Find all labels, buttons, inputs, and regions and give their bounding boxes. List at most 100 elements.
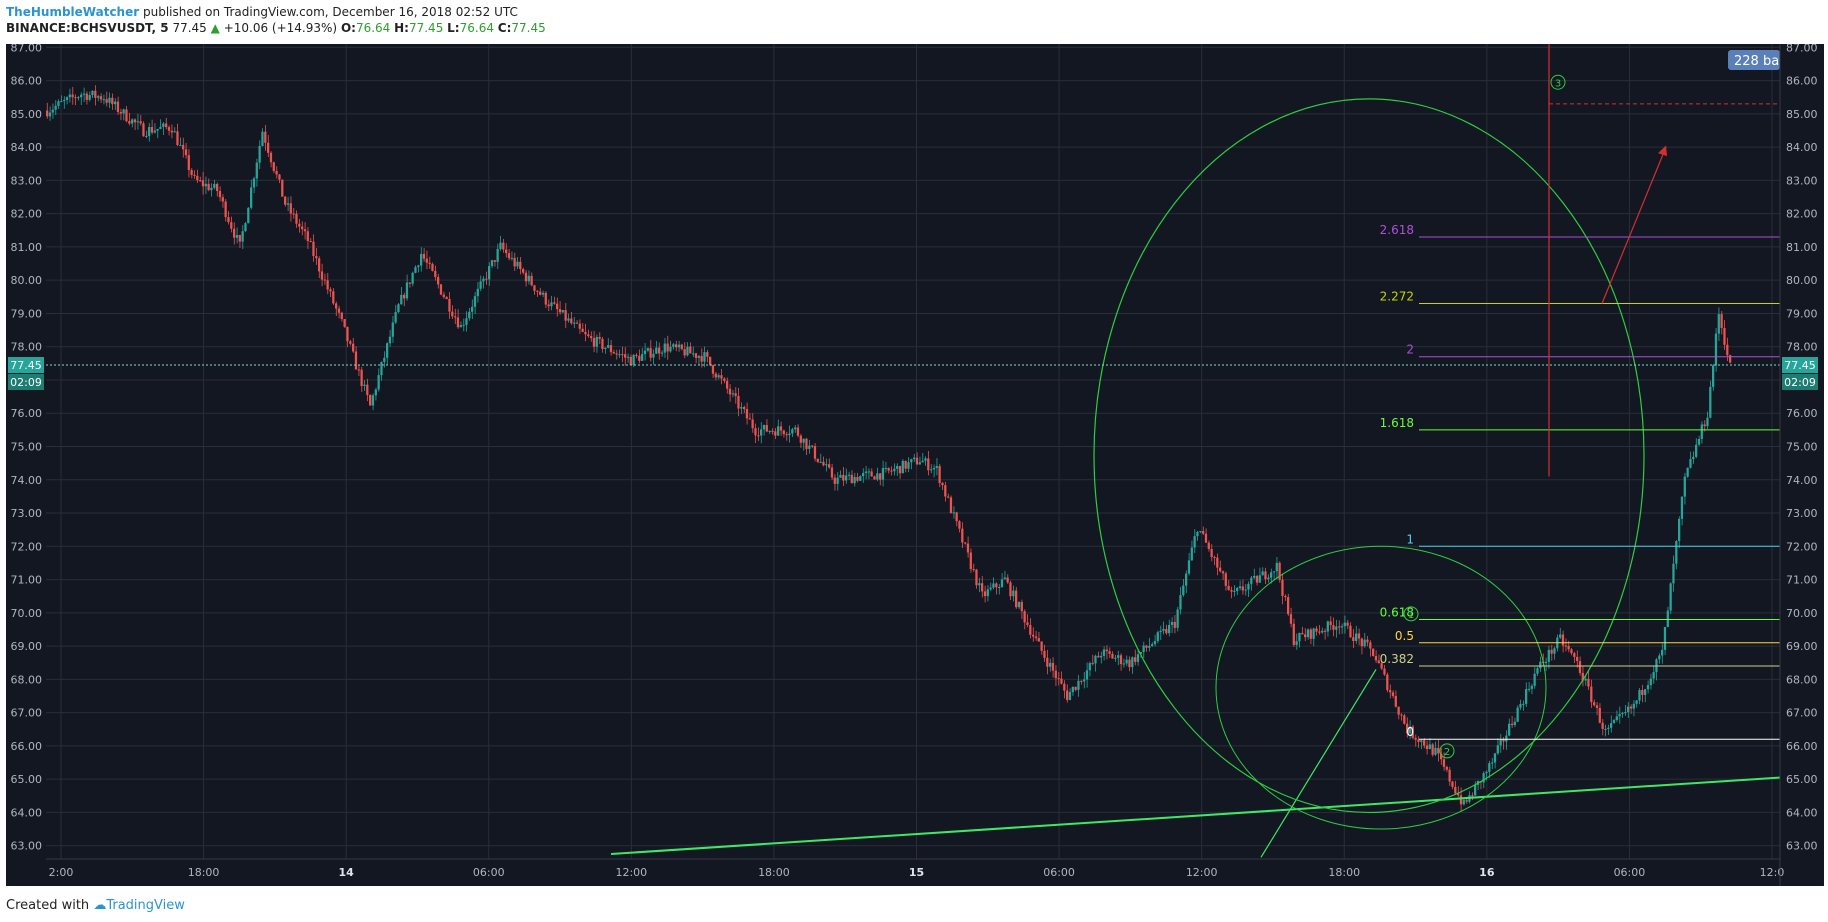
candle-body [170,130,173,133]
candle-body [1442,759,1446,767]
candle-body [1083,679,1086,682]
candle-body [944,485,947,497]
candle-body [731,393,734,395]
candle-body [641,354,644,361]
candle-body [218,190,222,198]
large-ellipse[interactable] [1093,98,1645,814]
published-text: published on TradingView.com, December 1… [142,5,518,19]
candle-body [598,337,601,339]
small-ellipse[interactable] [1215,545,1547,830]
candle-body [1139,652,1142,655]
candle-body [1236,588,1239,591]
candle-body [624,354,627,358]
candle-body [159,126,162,129]
time-left-badge-right [1782,374,1818,391]
wave-label-1[interactable]: 1 [1403,606,1419,622]
x-tick-label: 12:00 [615,866,647,879]
candle-body [1717,314,1720,334]
candle-body [136,121,139,123]
candle-body [1363,639,1366,647]
candle-body [1553,648,1556,654]
candle-body [233,228,236,238]
candle-body [1658,655,1661,660]
price-chart[interactable]: 87.00 87.00 86.00 86.00 85.00 85.00 84.00 84.00… [6,44,1824,886]
candle-body [281,179,284,197]
candle-body [1635,700,1638,704]
candle-body [1221,571,1225,574]
candle-body [513,257,516,267]
candle-body [785,434,788,436]
candle-body [128,121,131,124]
candle-body [666,343,669,352]
candle-body [816,458,819,462]
tradingview-brand[interactable]: TradingView [106,898,185,913]
candle-body [836,477,839,484]
candle-body [456,317,460,328]
candle-body [1544,661,1548,664]
candle-body [692,353,695,355]
author-link[interactable]: TheHumbleWatcher [6,5,140,19]
candle-body [476,288,479,297]
candle-body [1216,557,1219,568]
candle-body [805,438,808,449]
candle-body [1352,637,1355,642]
candle-body [434,270,437,278]
wave-label-2[interactable]: 2 [1439,743,1455,759]
candle-body [740,407,743,409]
candle-body [1474,784,1477,796]
candle-body [244,223,247,232]
y-tick-label-right: 71.00 [1786,574,1818,587]
candle-body [261,131,264,146]
candle-body [326,280,329,290]
candle-body [428,262,431,264]
candle-body [1369,642,1372,649]
candle-body [1100,655,1103,658]
candle-body [499,242,502,249]
candle-body [193,174,196,176]
candle-body [1145,645,1148,648]
candle-body [1213,556,1216,558]
candle-body [318,258,321,272]
candle-body [1357,633,1361,639]
candle-body [431,263,434,271]
symbol-label: BINANCE:BCHSVUSDT, 5 [6,21,169,35]
candle-body [1193,536,1196,548]
candle-body [1570,649,1573,654]
candle-body [1595,705,1599,708]
chart-background [6,44,1824,886]
fib-level-label: 1 [1406,532,1414,546]
y-tick-label-right: 76.00 [1786,407,1818,420]
candle-body [1527,688,1531,690]
candle-body [1238,586,1242,589]
candle-body [1272,571,1276,573]
y-tick-label-left: 68.00 [11,673,43,686]
candle-body [80,94,83,98]
candle-body [1040,641,1043,651]
candle-body [386,343,389,358]
candle-body [51,109,54,113]
candle-body [947,496,950,498]
candle-body [1151,644,1154,646]
candle-body [842,474,845,481]
candle-body [774,431,777,436]
candle-body [1173,621,1176,628]
candle-body [1182,585,1185,596]
candle-body [337,308,341,313]
candle-body [924,458,927,461]
wave-label-3[interactable]: 3 [1550,74,1566,90]
candle-body [825,464,828,466]
candle-body [791,429,794,434]
candle-body [570,318,573,324]
candle-body [111,97,114,105]
bars-range-badge[interactable] [1728,50,1780,70]
candle-body [1431,744,1434,755]
candle-body [607,345,610,348]
candle-body [221,197,224,202]
candle-body [1332,625,1335,630]
candle-body [1114,657,1117,659]
candle-body [68,94,71,98]
close-value: 77.45 [511,21,546,35]
candle-body [706,352,709,357]
candle-body [949,497,953,514]
candle-body [1015,590,1018,608]
